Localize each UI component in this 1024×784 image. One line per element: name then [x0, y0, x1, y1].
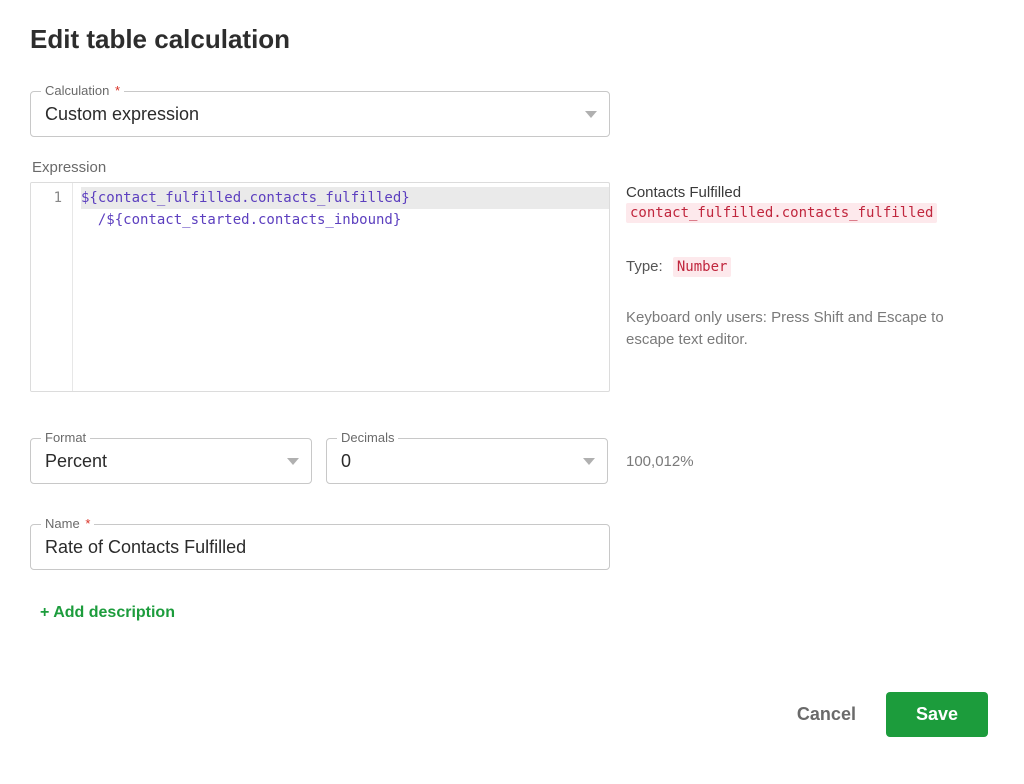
format-label: Format — [41, 430, 90, 445]
dialog-footer: Cancel Save — [30, 692, 994, 737]
chevron-down-icon — [583, 458, 595, 465]
line-number: 1 — [31, 187, 72, 209]
expression-editor[interactable]: 1 ${contact_fulfilled.contacts_fulfilled… — [30, 182, 610, 392]
calculation-value: Custom expression — [45, 104, 585, 125]
save-button[interactable]: Save — [886, 692, 988, 737]
decimals-select[interactable]: Decimals 0 — [326, 438, 608, 484]
expression-label: Expression — [32, 159, 994, 176]
type-value: Number — [673, 257, 732, 277]
name-field[interactable]: Name * — [30, 524, 610, 570]
info-panel: Contacts Fulfilled contact_fulfilled.con… — [626, 182, 994, 392]
cancel-button[interactable]: Cancel — [791, 696, 862, 733]
calculation-label: Calculation * — [41, 83, 124, 98]
format-value: Percent — [45, 451, 287, 472]
decimals-label: Decimals — [337, 430, 398, 445]
calculation-select[interactable]: Calculation * Custom expression — [30, 91, 610, 137]
type-label: Type: — [626, 258, 663, 275]
chevron-down-icon — [585, 111, 597, 118]
dialog-root: Edit table calculation Calculation * Cus… — [0, 0, 1024, 765]
info-field-id: contact_fulfilled.contacts_fulfilled — [626, 203, 937, 223]
name-label: Name * — [41, 516, 94, 531]
editor-body[interactable]: ${contact_fulfilled.contacts_fulfilled} … — [73, 183, 609, 391]
editor-gutter: 1 — [31, 183, 73, 391]
format-select[interactable]: Format Percent — [30, 438, 312, 484]
page-title: Edit table calculation — [30, 24, 994, 55]
sample-output: 100,012% — [626, 453, 694, 470]
code-line-2: /${contact_started.contacts_inbound} — [81, 212, 401, 228]
chevron-down-icon — [287, 458, 299, 465]
decimals-value: 0 — [341, 451, 583, 472]
code-line-1: ${contact_fulfilled.contacts_fulfilled} — [81, 190, 410, 206]
add-description-button[interactable]: + Add description — [40, 604, 175, 622]
keyboard-hint: Keyboard only users: Press Shift and Esc… — [626, 307, 986, 351]
name-input[interactable] — [45, 537, 597, 558]
info-field-title: Contacts Fulfilled — [626, 184, 994, 201]
